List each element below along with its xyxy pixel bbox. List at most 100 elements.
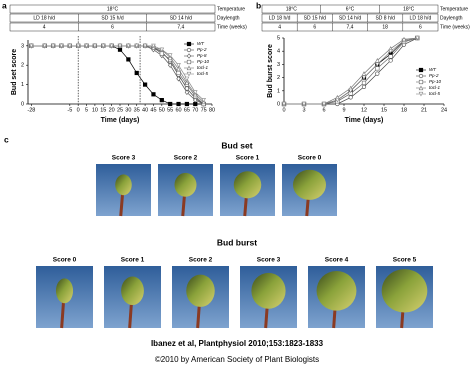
data-point: [29, 43, 34, 49]
data-point: [184, 76, 190, 82]
legend-label: tocl-1: [197, 65, 209, 70]
header-row: [9, 4, 216, 14]
header-cell: LD 18 h/d: [269, 15, 291, 21]
y-axis-label: Bud burst score: [267, 44, 274, 98]
data-point: [192, 90, 198, 95]
x-tick-label: 6: [322, 107, 325, 113]
data-point: [176, 76, 181, 82]
legend-label: WT: [197, 41, 205, 46]
panel-label: b: [256, 0, 261, 10]
header-cell: LD 18 h/d: [33, 15, 55, 21]
header-cell: LD 18 h/d: [410, 15, 432, 21]
data-point: [321, 101, 327, 107]
x-tick-label: 24: [441, 107, 447, 113]
photo: [36, 266, 93, 329]
data-point: [67, 43, 73, 49]
photo: [104, 266, 161, 329]
y-tick-label: 1: [21, 82, 24, 88]
legend-label: WT: [429, 67, 437, 72]
data-point: [388, 58, 393, 63]
score-label: Score 5: [393, 257, 417, 264]
data-point: [375, 62, 380, 67]
section-title: Bud set: [221, 140, 252, 150]
header-cell: SD 8 h/d: [375, 15, 395, 21]
photo: [220, 164, 275, 217]
x-tick-label: 3: [302, 107, 305, 113]
score-label: Score 0: [53, 257, 77, 264]
data-point: [184, 101, 190, 107]
x-tick-label: 0: [282, 107, 285, 113]
x-tick-label: 25: [117, 107, 123, 113]
photo-leaves: [186, 274, 215, 307]
data-point: [184, 89, 190, 96]
data-point: [281, 101, 287, 107]
score-label: Score 2: [174, 155, 198, 162]
header-cell: 18°C: [403, 6, 415, 12]
header-cell: 18: [382, 24, 388, 30]
x-tick-label: 45: [150, 107, 156, 113]
legend-label: tocl-5: [429, 91, 441, 96]
photo-leaves: [121, 276, 144, 306]
score-label: Score 1: [121, 257, 145, 264]
x-tick-label: 9: [342, 107, 345, 113]
data-point: [193, 97, 198, 103]
data-point: [348, 95, 353, 100]
legend-marker: [186, 53, 192, 59]
y-tick-label: 0: [21, 101, 24, 107]
header-row: [9, 13, 216, 23]
header-row-label: Daylength: [440, 15, 463, 21]
header-row-label: Temperature: [217, 6, 245, 12]
header-cell: 7,4: [177, 24, 184, 30]
y-tick-label: 0: [277, 101, 280, 107]
header-row-label: Temperature: [440, 6, 468, 12]
data-point: [59, 43, 64, 49]
photo-leaves: [251, 272, 286, 309]
header-cell: 6°C: [346, 6, 355, 12]
data-point: [176, 101, 181, 107]
header-cell: 6: [313, 24, 316, 30]
data-point: [134, 70, 139, 76]
data-point: [301, 101, 307, 107]
legend-marker: [186, 59, 192, 65]
photo: [96, 164, 151, 217]
data-point: [142, 43, 148, 49]
data-point: [361, 75, 367, 81]
panel-label: c: [4, 134, 9, 144]
data-point: [159, 51, 164, 56]
photo-leaves: [115, 174, 132, 196]
x-tick-label: 15: [381, 107, 387, 113]
data-point: [335, 97, 340, 103]
data-point: [201, 98, 206, 103]
x-tick-label: 55: [167, 107, 173, 113]
section-title: Bud burst: [217, 237, 257, 247]
data-point: [375, 57, 380, 63]
legend-marker: [418, 91, 424, 97]
legend-label: Pp-10: [197, 59, 210, 64]
x-tick-label: 50: [159, 107, 165, 113]
score-label: Score 3: [257, 257, 281, 264]
x-tick-label: -28: [27, 107, 35, 113]
x-tick-label: 60: [175, 107, 181, 113]
data-point: [126, 57, 131, 62]
y-tick-label: 1: [277, 88, 280, 94]
data-point: [361, 84, 367, 89]
x-tick-label: 0: [77, 107, 80, 113]
photo: [172, 266, 229, 329]
header-row-label: Time (weeks): [217, 24, 247, 30]
header-row-label: Time (weeks): [440, 24, 470, 30]
header-cell: 18°C: [286, 6, 298, 12]
x-tick-label: 21: [421, 107, 427, 113]
x-tick-label: -5: [67, 107, 72, 113]
legend-label: Pp-2: [197, 47, 207, 52]
data-point: [151, 43, 156, 49]
x-tick-label: 30: [125, 107, 131, 113]
x-tick-label: 35: [134, 107, 140, 113]
header-cell: 4: [278, 24, 281, 30]
legend-label: Pp-2: [429, 73, 439, 78]
y-tick-label: 2: [277, 75, 280, 81]
data-point: [388, 49, 393, 54]
photo-leaves: [293, 169, 326, 200]
header-cell: SD 15 h/d: [304, 15, 326, 21]
x-tick-label: 40: [142, 107, 148, 113]
data-point: [159, 98, 164, 103]
